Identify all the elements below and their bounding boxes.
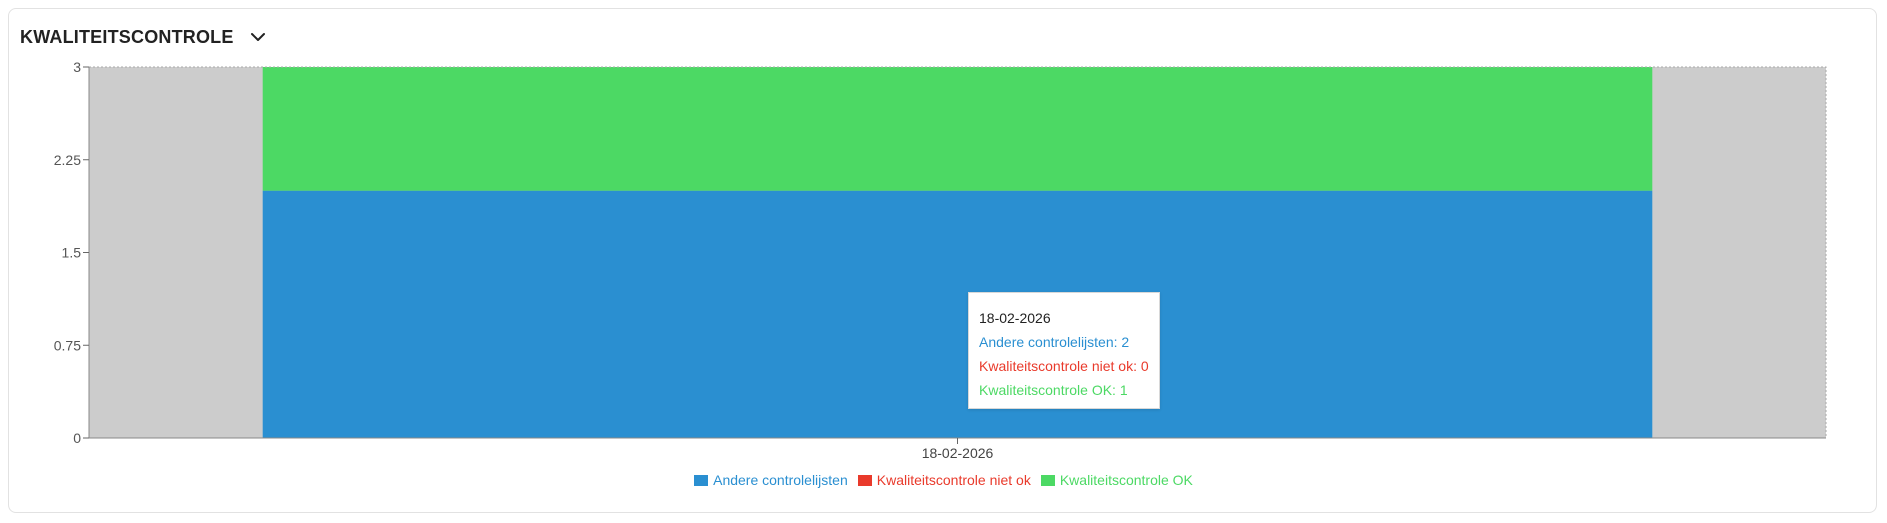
bar-segment-kwaliteitscontrole-ok[interactable] (262, 67, 1653, 191)
legend-item-ok[interactable]: Kwaliteitscontrole OK (1040, 472, 1193, 488)
y-tick-label: 0.75 (54, 337, 81, 353)
legend-swatch-ok (1040, 474, 1055, 486)
bar-segment-andere-controlelijsten[interactable] (262, 190, 1653, 438)
x-tick-label: 18-02-2026 (922, 445, 994, 461)
chart-title: KWALITEITSCONTROLE (20, 26, 234, 47)
chart-tooltip: 18-02-2026 Andere controlelijsten: 2 Kwa… (968, 292, 1160, 409)
chart-legend: Andere controlelijsten Kwaliteitscontrol… (0, 472, 1887, 488)
chart-header: KWALITEITSCONTROLE (20, 22, 268, 52)
legend-label-ok: Kwaliteitscontrole OK (1059, 472, 1193, 488)
legend-swatch-andere (694, 474, 709, 486)
legend-item-andere[interactable]: Andere controlelijsten (694, 472, 848, 488)
tooltip-line-ok: Kwaliteitscontrole OK: 1 (979, 382, 1128, 398)
y-tick-label: 1.5 (62, 245, 82, 261)
tooltip-line-andere: Andere controlelijsten: 2 (979, 334, 1130, 350)
tooltip-date: 18-02-2026 (979, 310, 1051, 326)
y-tick-label: 2.25 (54, 152, 81, 168)
legend-label-andere: Andere controlelijsten (713, 472, 848, 488)
chevron-down-icon[interactable] (248, 27, 268, 47)
legend-item-niet-ok[interactable]: Kwaliteitscontrole niet ok (857, 472, 1031, 488)
tooltip-line-niet-ok: Kwaliteitscontrole niet ok: 0 (979, 358, 1149, 374)
stacked-bar-chart: 0 0.75 1.5 2.25 3 18-02-2026 (54, 59, 1827, 461)
y-tick-label: 0 (73, 430, 81, 446)
y-tick-label: 3 (73, 59, 81, 75)
legend-swatch-niet-ok (857, 474, 872, 486)
legend-label-niet-ok: Kwaliteitscontrole niet ok (876, 472, 1031, 488)
